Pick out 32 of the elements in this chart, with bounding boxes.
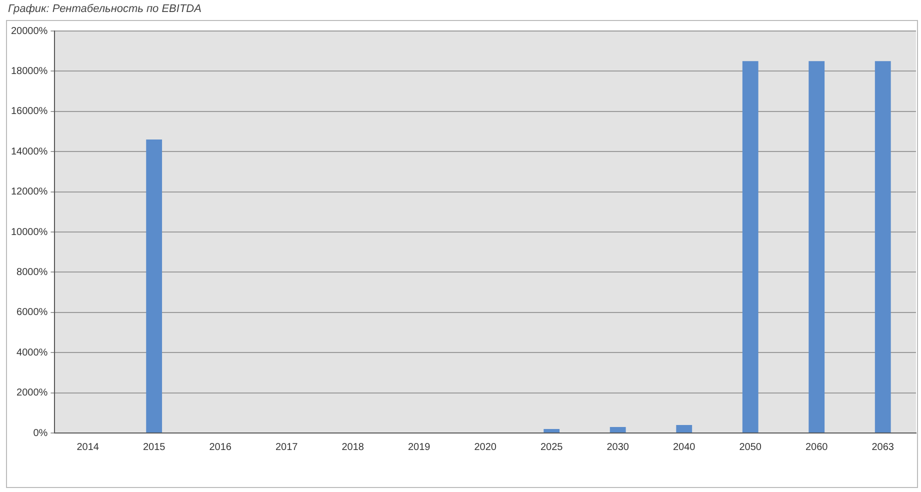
x-tick-label: 2015 [142,442,166,453]
y-tick-label: 18000% [10,66,48,77]
y-tick-label: 16000% [10,106,48,118]
y-tick-label: 0% [33,428,48,439]
y-tick-label: 6000% [16,307,48,318]
x-tick-label: 2019 [408,442,431,453]
x-tick-label: 2018 [342,442,364,453]
x-tick-label: 2025 [540,442,564,453]
bar [742,61,758,432]
y-tick-label: 8000% [16,266,48,278]
y-tick-label: 20000% [10,26,48,37]
x-tick-label: 2016 [209,442,232,453]
bar [544,428,560,432]
bar [874,61,891,432]
x-tick-label: 2014 [76,442,100,453]
y-tick-label: 10000% [10,226,48,238]
bar [146,140,162,432]
x-tick-label: 2030 [606,442,630,453]
bar [808,61,825,432]
y-tick-label: 12000% [10,186,48,198]
y-tick-label: 14000% [10,146,48,158]
y-tick-label: 2000% [16,388,48,399]
x-tick-label: 2017 [275,442,298,453]
chart-title: График: Рентабельность по EBITDA [8,3,202,15]
bar [676,424,692,432]
bar [610,426,626,432]
x-tick-label: 2063 [872,442,894,453]
x-tick-label: 2020 [474,442,497,453]
x-tick-label: 2050 [739,442,762,453]
x-tick-label: 2060 [805,442,828,453]
x-tick-label: 2040 [672,442,696,453]
y-tick-label: 4000% [16,347,48,358]
